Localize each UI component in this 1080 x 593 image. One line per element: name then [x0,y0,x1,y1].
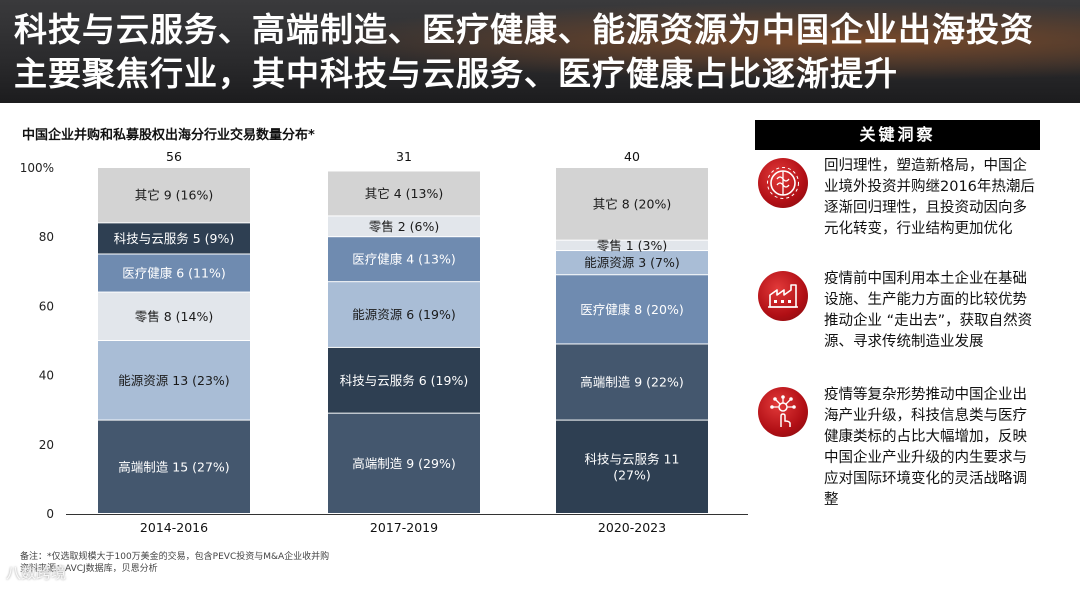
bar-segment [328,237,480,282]
segment-label: 医疗健康 6 (11%) [122,266,225,281]
insights-title: 关键洞察 [755,120,1040,150]
bar-segment [328,347,480,413]
bar-total-label: 56 [166,149,182,164]
segment-label: 医疗健康 8 (20%) [580,302,683,317]
bar-segment [556,420,708,513]
bar-total-label: 40 [624,149,640,164]
bar-segment [98,168,250,223]
insight-item-3: 疫情等复杂形势推动中国企业出海产业升级，科技信息类与医疗健康类标的占比大幅增加，… [758,387,1048,508]
bar-total-label: 31 [396,149,412,164]
bar-segment [98,420,250,513]
x-category-label: 2020-2023 [598,520,666,535]
segment-label: 零售 8 (14%) [135,309,213,324]
segment-label: 零售 1 (3%) [597,238,667,253]
segment-label: 能源资源 13 (23%) [118,373,229,388]
segment-label: (27%) [613,467,651,482]
segment-label: 零售 2 (6%) [369,219,439,234]
bar-segment [556,168,708,240]
segment-label: 医疗健康 4 (13%) [352,252,455,267]
bar-segment [98,254,250,292]
bar-segment [328,216,480,237]
insight-item-2: 疫情前中国利用本土企业在基础设施、生产能力方面的比较优势推动企业 “走出去”，获… [758,271,1048,381]
segment-label: 其它 9 (16%) [135,188,213,203]
bar-segment [98,341,250,420]
y-tick-label: 20 [39,438,54,452]
segment-label: 能源资源 3 (7%) [584,255,679,270]
bar-segment [98,223,250,254]
segment-label: 高端制造 9 (22%) [580,375,683,390]
segment-label: 其它 4 (13%) [365,186,443,201]
stacked-bar-chart: 0 20 40 60 80 100% 高端制造 15 (27%) 能源资源 13 (23%) 零… [20,149,748,535]
x-category-label: 2014-2016 [140,520,208,535]
segment-label: 高端制造 15 (27%) [118,459,229,474]
bar-segment [556,240,708,251]
x-category-label: 2017-2019 [370,520,438,535]
y-tick-label: 80 [39,230,54,244]
insight-text-1: 回归理性，塑造新格局，中国企业境外投资并购继2016年热潮后逐渐回归理性，且投资… [824,158,1035,237]
y-tick-label: 40 [39,369,54,383]
segment-label: 其它 8 (20%) [593,196,671,211]
touch-network-icon [758,387,808,437]
y-tick-label: 0 [46,507,54,521]
insight-text-2: 疫情前中国利用本土企业在基础设施、生产能力方面的比较优势推动企业 “走出去”，获… [824,271,1033,350]
chart-title: 中国企业并购和私募股权出海分行业交易数量分布* [22,128,315,143]
segment-label: 能源资源 6 (19%) [352,307,455,322]
page-title: 科技与云服务、高端制造、医疗健康、能源资源为中国企业出海投资主要聚焦行业，其中科… [14,10,1034,93]
segment-label: 科技与云服务 6 (19%) [340,373,468,388]
insight-text-3: 疫情等复杂形势推动中国企业出海产业升级，科技信息类与医疗健康类标的占比大幅增加，… [824,387,1027,508]
watermark: 八数跨境 [6,564,67,582]
segment-label: 科技与云服务 11 [585,451,680,466]
factory-icon [758,271,808,321]
segment-label: 科技与云服务 5 (9%) [114,231,234,246]
footnote-source: 资料来源：AVCJ数据库，贝恩分析 [20,564,158,574]
insight-item-1: 回归理性，塑造新格局，中国企业境外投资并购继2016年热潮后逐渐回归理性，且投资… [758,158,1048,268]
header-banner: 科技与云服务、高端制造、医疗健康、能源资源为中国企业出海投资主要聚焦行业，其中科… [0,0,1080,103]
y-tick-label: 60 [39,299,54,313]
segment-label: 高端制造 9 (29%) [352,456,455,471]
bar-segment [556,344,708,420]
footnote-note: 备注：*仅选取规模大于100万美金的交易，包含PEVC投资与M&A企业收并购 [20,552,330,562]
bar-segment [98,292,250,340]
footnote: 备注：*仅选取规模大于100万美金的交易，包含PEVC投资与M&A企业收并购 资… [20,551,360,575]
bar-segment [328,282,480,347]
bar-segment [556,275,708,344]
bar-segment [556,251,708,275]
y-tick-label: 100% [20,161,54,175]
bar-segment [328,413,480,513]
brain-icon [758,158,808,208]
bar-segment [328,171,480,216]
